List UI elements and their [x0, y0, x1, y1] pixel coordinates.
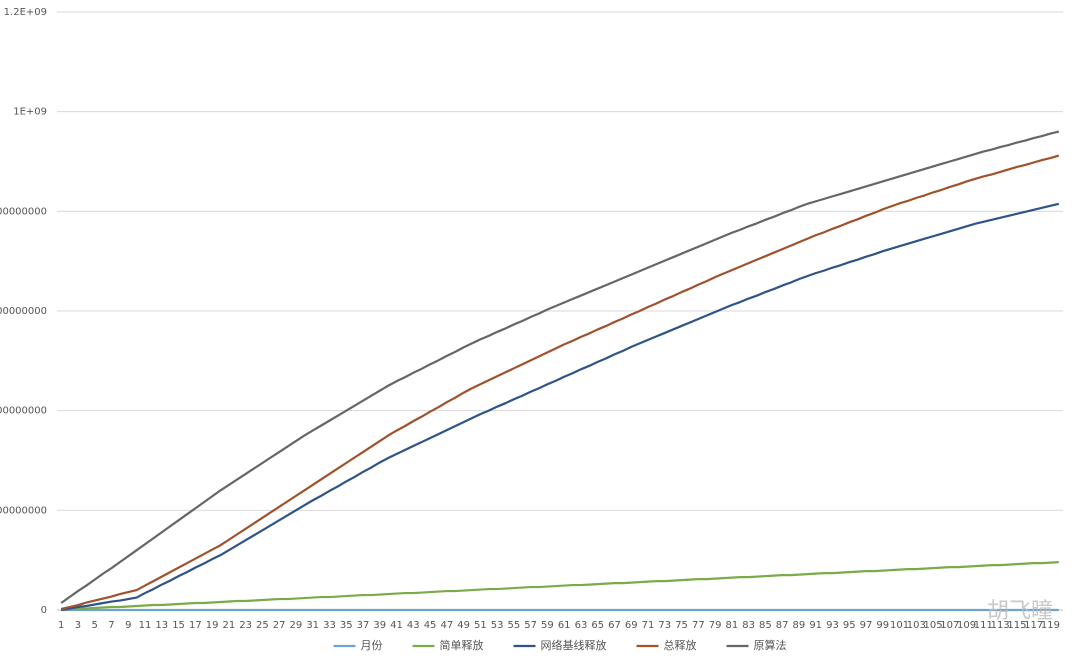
x-tick-label: 73 — [658, 620, 671, 631]
y-tick-label: 400000000 — [0, 406, 47, 417]
x-tick-label: 99 — [876, 620, 889, 631]
data-line — [61, 561, 1059, 611]
x-tick-label: 69 — [625, 620, 638, 631]
x-tick-label: 91 — [809, 620, 822, 631]
watermark: 胡飞曈 — [987, 599, 1053, 624]
x-tick-label: 21 — [222, 620, 235, 631]
x-tick-label: 37 — [357, 620, 370, 631]
x-tick-label: 67 — [608, 620, 621, 631]
x-tick-label: 57 — [524, 620, 537, 631]
x-tick-label: 107 — [940, 620, 959, 631]
x-tick-label: 53 — [491, 620, 504, 631]
x-tick-label: 47 — [440, 620, 453, 631]
x-tick-label: 83 — [742, 620, 755, 631]
legend-item: 原算法 — [726, 638, 787, 652]
x-tick-label: 85 — [759, 620, 772, 631]
y-tick-label: 200000000 — [0, 505, 47, 516]
x-tick-label: 33 — [323, 620, 336, 631]
x-tick-label: 109 — [957, 620, 976, 631]
x-tick-label: 59 — [541, 620, 554, 631]
x-tick-label: 71 — [642, 620, 655, 631]
x-tick-label: 95 — [843, 620, 856, 631]
legend-label: 总释放 — [664, 638, 697, 652]
legend-item: 月份 — [333, 639, 383, 652]
x-tick-label: 45 — [424, 620, 437, 631]
x-tick-label: 101 — [890, 620, 909, 631]
x-tick-label: 9 — [125, 620, 131, 631]
legend-item: 网络基线释放 — [513, 638, 607, 652]
x-tick-label: 11 — [139, 620, 152, 631]
x-tick-label: 15 — [172, 620, 185, 631]
legend-label: 网络基线释放 — [541, 638, 607, 652]
x-tick-label: 65 — [591, 620, 604, 631]
x-tick-label: 105 — [924, 620, 943, 631]
y-tick-label: 800000000 — [0, 206, 47, 217]
y-tick-label: 0 — [41, 605, 47, 616]
y-tick-label: 1.2E+09 — [4, 7, 47, 18]
x-tick-label: 17 — [189, 620, 202, 631]
x-tick-label: 35 — [340, 620, 353, 631]
x-tick-label: 3 — [75, 620, 81, 631]
legend: 月份 简单释放 网络基线释放 总释放 原算法 — [333, 638, 787, 652]
x-tick-label: 119 — [1041, 620, 1060, 631]
x-tick-label: 39 — [373, 620, 386, 631]
x-tick-label: 51 — [474, 620, 487, 631]
x-tick-label: 13 — [155, 620, 168, 631]
x-tick-label: 115 — [1007, 620, 1026, 631]
x-tick-label: 19 — [206, 620, 219, 631]
x-tick-label: 1 — [58, 620, 64, 631]
x-tick-label: 97 — [860, 620, 873, 631]
x-tick-label: 23 — [239, 620, 252, 631]
y-tick-label: 600000000 — [0, 306, 47, 317]
x-tick-label: 93 — [826, 620, 839, 631]
x-tick-label: 49 — [457, 620, 470, 631]
legend-item: 简单释放 — [412, 638, 484, 652]
x-tick-label: 87 — [776, 620, 789, 631]
x-tick-label: 63 — [575, 620, 588, 631]
x-tick-label: 77 — [692, 620, 705, 631]
x-tick-label: 43 — [407, 620, 420, 631]
data-line — [60, 130, 1060, 604]
x-tick-label: 31 — [306, 620, 319, 631]
x-tick-label: 111 — [974, 620, 993, 631]
plot-area: 0 200000000 400000000 600000000 800000000 1E+… — [0, 7, 1063, 631]
data-line — [60, 202, 1060, 612]
legend-label: 简单释放 — [440, 638, 484, 652]
x-tick-label: 7 — [108, 620, 114, 631]
x-tick-label: 103 — [907, 620, 926, 631]
x-tick-label: 5 — [92, 620, 98, 631]
x-tick-label: 89 — [793, 620, 806, 631]
legend-label: 月份 — [361, 639, 383, 652]
x-tick-label: 79 — [709, 620, 722, 631]
x-tick-label: 117 — [1024, 620, 1043, 631]
x-tick-label: 41 — [390, 620, 403, 631]
x-tick-label: 25 — [256, 620, 269, 631]
x-tick-label: 29 — [290, 620, 303, 631]
data-line — [60, 154, 1060, 611]
legend-item: 总释放 — [636, 638, 697, 652]
y-tick-label: 1E+09 — [13, 107, 47, 118]
x-tick-label: 27 — [273, 620, 286, 631]
x-tick-label: 75 — [675, 620, 688, 631]
x-tick-label: 55 — [508, 620, 521, 631]
legend-label: 原算法 — [754, 638, 787, 652]
x-tick-label: 81 — [725, 620, 738, 631]
x-tick-label: 61 — [558, 620, 571, 631]
x-tick-label: 113 — [991, 620, 1010, 631]
